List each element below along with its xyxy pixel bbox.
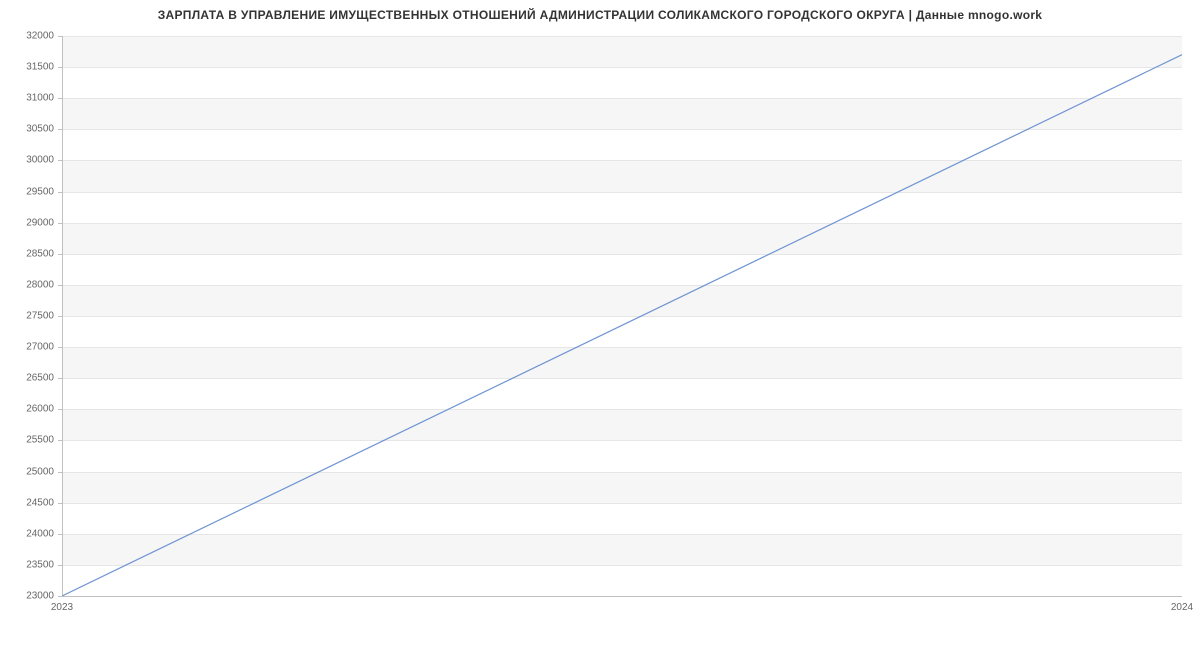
chart-line-layer: [62, 36, 1182, 596]
chart-title: ЗАРПЛАТА В УПРАВЛЕНИЕ ИМУЩЕСТВЕННЫХ ОТНО…: [0, 8, 1200, 22]
chart-xtick-label: 2024: [1171, 602, 1193, 613]
chart-ytick-label: 24500: [14, 497, 54, 508]
chart-ytick-label: 26500: [14, 373, 54, 384]
chart-ytick-label: 30000: [14, 155, 54, 166]
chart-x-axis: [62, 596, 1182, 597]
chart-plot-area: 2300023500240002450025000255002600026500…: [62, 36, 1182, 596]
chart-series-line: [62, 55, 1182, 596]
chart-ytick-label: 26000: [14, 404, 54, 415]
chart-ytick-label: 31000: [14, 93, 54, 104]
chart-ytick-label: 27500: [14, 311, 54, 322]
chart-ytick-label: 28000: [14, 279, 54, 290]
chart-ytick-label: 25500: [14, 435, 54, 446]
chart-ytick-label: 27000: [14, 342, 54, 353]
chart-ytick-label: 30500: [14, 124, 54, 135]
chart-ytick-label: 32000: [14, 31, 54, 42]
chart-ytick-label: 28500: [14, 248, 54, 259]
chart-ytick-label: 31500: [14, 62, 54, 73]
chart-ytick-label: 23000: [14, 591, 54, 602]
chart-ytick-label: 29500: [14, 186, 54, 197]
chart-ytick-label: 29000: [14, 217, 54, 228]
chart-ytick-label: 24000: [14, 528, 54, 539]
chart-ytick-label: 25000: [14, 466, 54, 477]
chart-ytick-label: 23500: [14, 559, 54, 570]
chart-xtick-label: 2023: [51, 602, 73, 613]
